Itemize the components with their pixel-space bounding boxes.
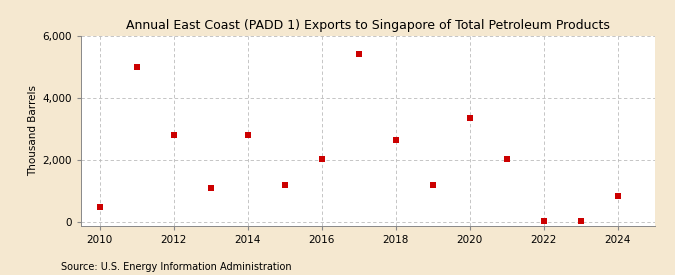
Point (94, 205, 105, 209)
Point (242, 133, 253, 138)
Point (464, 116, 475, 120)
Point (538, 219, 549, 224)
Point (168, 133, 179, 138)
Point (502, 156, 512, 161)
Point (427, 183, 438, 187)
Point (612, 194, 623, 198)
Point (131, 65, 142, 69)
Point (390, 138, 401, 142)
Point (279, 183, 290, 187)
Point (316, 156, 327, 161)
Text: Source: U.S. Energy Information Administration: Source: U.S. Energy Information Administ… (61, 262, 292, 272)
Y-axis label: Thousand Barrels: Thousand Barrels (28, 85, 38, 176)
Point (575, 219, 586, 224)
Point (205, 186, 216, 190)
Title: Annual East Coast (PADD 1) Exports to Singapore of Total Petroleum Products: Annual East Coast (PADD 1) Exports to Si… (126, 19, 610, 32)
Point (353, 52, 364, 57)
